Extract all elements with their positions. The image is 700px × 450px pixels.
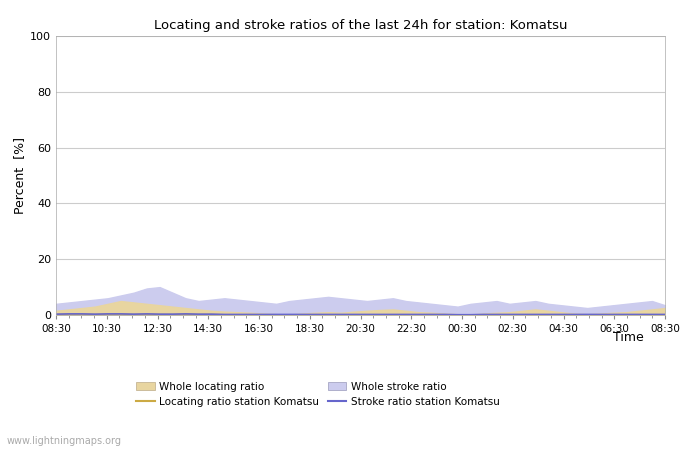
Title: Locating and stroke ratios of the last 24h for station: Komatsu: Locating and stroke ratios of the last 2… [154,19,567,32]
Text: Time: Time [613,331,644,344]
Y-axis label: Percent  [%]: Percent [%] [13,137,26,214]
Legend: Whole locating ratio, Locating ratio station Komatsu, Whole stroke ratio, Stroke: Whole locating ratio, Locating ratio sta… [136,382,499,407]
Text: www.lightningmaps.org: www.lightningmaps.org [7,436,122,446]
